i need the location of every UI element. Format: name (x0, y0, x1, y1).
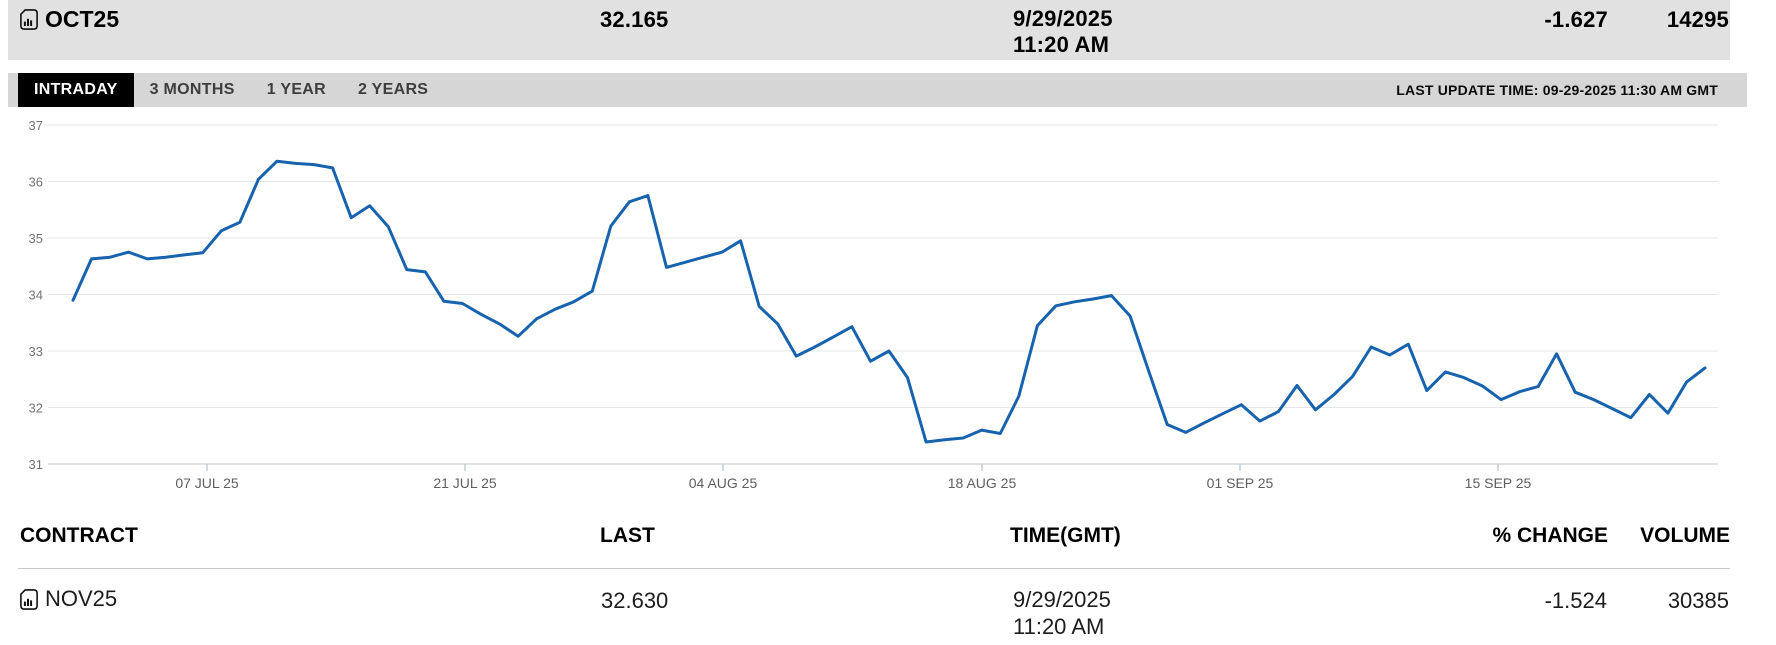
last-update-time: LAST UPDATE TIME: 09-29-2025 11:30 AM GM… (1396, 82, 1718, 98)
tab-2-years[interactable]: 2 YEARS (358, 81, 429, 98)
row-date: 9/29/2025 (1013, 587, 1111, 612)
svg-text:36: 36 (29, 175, 43, 190)
row-contract-name: NOV25 (45, 586, 118, 611)
selected-contract-row[interactable]: OCT25 32.165 9/29/2025 11:20 AM -1.627 1… (8, 0, 1730, 60)
selected-time: 11:20 AM (1013, 32, 1110, 57)
selected-pct-change: -1.627 (1544, 7, 1608, 32)
svg-text:37: 37 (29, 118, 43, 133)
period-tab-bar: INTRADAY 3 MONTHS 1 YEAR 2 YEARS LAST UPDAT… (8, 73, 1747, 107)
row-last-price: 32.630 (601, 588, 669, 613)
bar-chart-document-icon (20, 588, 38, 610)
svg-text:01 SEP 25: 01 SEP 25 (1207, 475, 1274, 491)
svg-text:07 JUL 25: 07 JUL 25 (175, 475, 239, 491)
tab-3-months[interactable]: 3 MONTHS (149, 81, 235, 98)
row-time: 11:20 AM (1013, 614, 1105, 639)
selected-volume: 14295 (1666, 7, 1729, 32)
col-header-pct-change: % CHANGE (1492, 524, 1608, 547)
selected-contract-cell[interactable]: OCT25 (20, 6, 119, 33)
tab-1-year[interactable]: 1 YEAR (266, 81, 326, 98)
price-chart[interactable]: 37 36 35 34 33 32 31 07 JUL 25 21 JUL 25 04 AUG 2… (8, 107, 1747, 507)
col-header-contract: CONTRACT (20, 524, 138, 547)
price-chart-svg: 37 36 35 34 33 32 31 07 JUL 25 21 JUL 25 04 AUG 2… (29, 118, 1718, 491)
selected-contract-name: OCT25 (45, 6, 120, 32)
col-header-last: LAST (600, 524, 655, 547)
col-header-time: TIME(GMT) (1010, 524, 1121, 547)
row-pct-change: -1.524 (1544, 588, 1607, 613)
tab-intraday[interactable]: INTRADAY (18, 73, 134, 107)
svg-text:18 AUG 25: 18 AUG 25 (948, 475, 1017, 491)
selected-date: 9/29/2025 (1013, 6, 1113, 31)
col-header-volume: VOLUME (1640, 524, 1730, 547)
svg-text:04 AUG 25: 04 AUG 25 (689, 475, 758, 491)
bar-chart-document-icon (20, 9, 38, 30)
row-contract-cell[interactable]: NOV25 (20, 586, 117, 612)
svg-text:32: 32 (29, 401, 43, 416)
row-time-cell: 9/29/2025 11:20 AM (1013, 586, 1111, 640)
svg-text:31: 31 (29, 457, 43, 472)
table-divider (18, 568, 1730, 569)
svg-text:33: 33 (29, 344, 43, 359)
svg-text:34: 34 (29, 288, 43, 303)
period-tabs: INTRADAY 3 MONTHS 1 YEAR 2 YEARS (18, 73, 444, 107)
svg-text:35: 35 (29, 231, 43, 246)
selected-last-price: 32.165 (600, 7, 669, 32)
svg-text:15 SEP 25: 15 SEP 25 (1465, 475, 1532, 491)
selected-time-cell: 9/29/2025 11:20 AM (1013, 6, 1113, 58)
row-volume: 30385 (1667, 588, 1729, 613)
svg-text:21 JUL 25: 21 JUL 25 (433, 475, 497, 491)
